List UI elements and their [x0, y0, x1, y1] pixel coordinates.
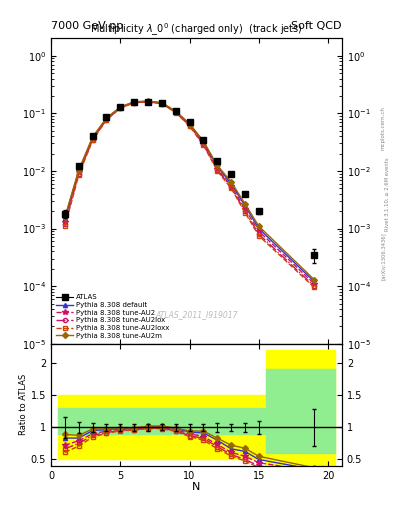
Text: [arXiv:1306.3436]: [arXiv:1306.3436] — [381, 232, 386, 280]
Text: 7000 GeV pp: 7000 GeV pp — [51, 20, 123, 31]
Text: Soft QCD: Soft QCD — [292, 20, 342, 31]
Text: mcplots.cern.ch: mcplots.cern.ch — [381, 106, 386, 150]
Text: Rivet 3.1.10; ≥ 2.6M events: Rivet 3.1.10; ≥ 2.6M events — [385, 158, 389, 231]
Text: ATLAS_2011_I919017: ATLAS_2011_I919017 — [155, 310, 238, 319]
Y-axis label: Ratio to ATLAS: Ratio to ATLAS — [19, 374, 28, 436]
Legend: ATLAS, Pythia 8.308 default, Pythia 8.308 tune-AU2, Pythia 8.308 tune-AU2lox, Py: ATLAS, Pythia 8.308 default, Pythia 8.30… — [55, 293, 171, 340]
X-axis label: N: N — [192, 482, 201, 492]
Title: Multiplicity $\lambda\_0^0$ (charged only)  (track jets): Multiplicity $\lambda\_0^0$ (charged onl… — [90, 22, 303, 38]
